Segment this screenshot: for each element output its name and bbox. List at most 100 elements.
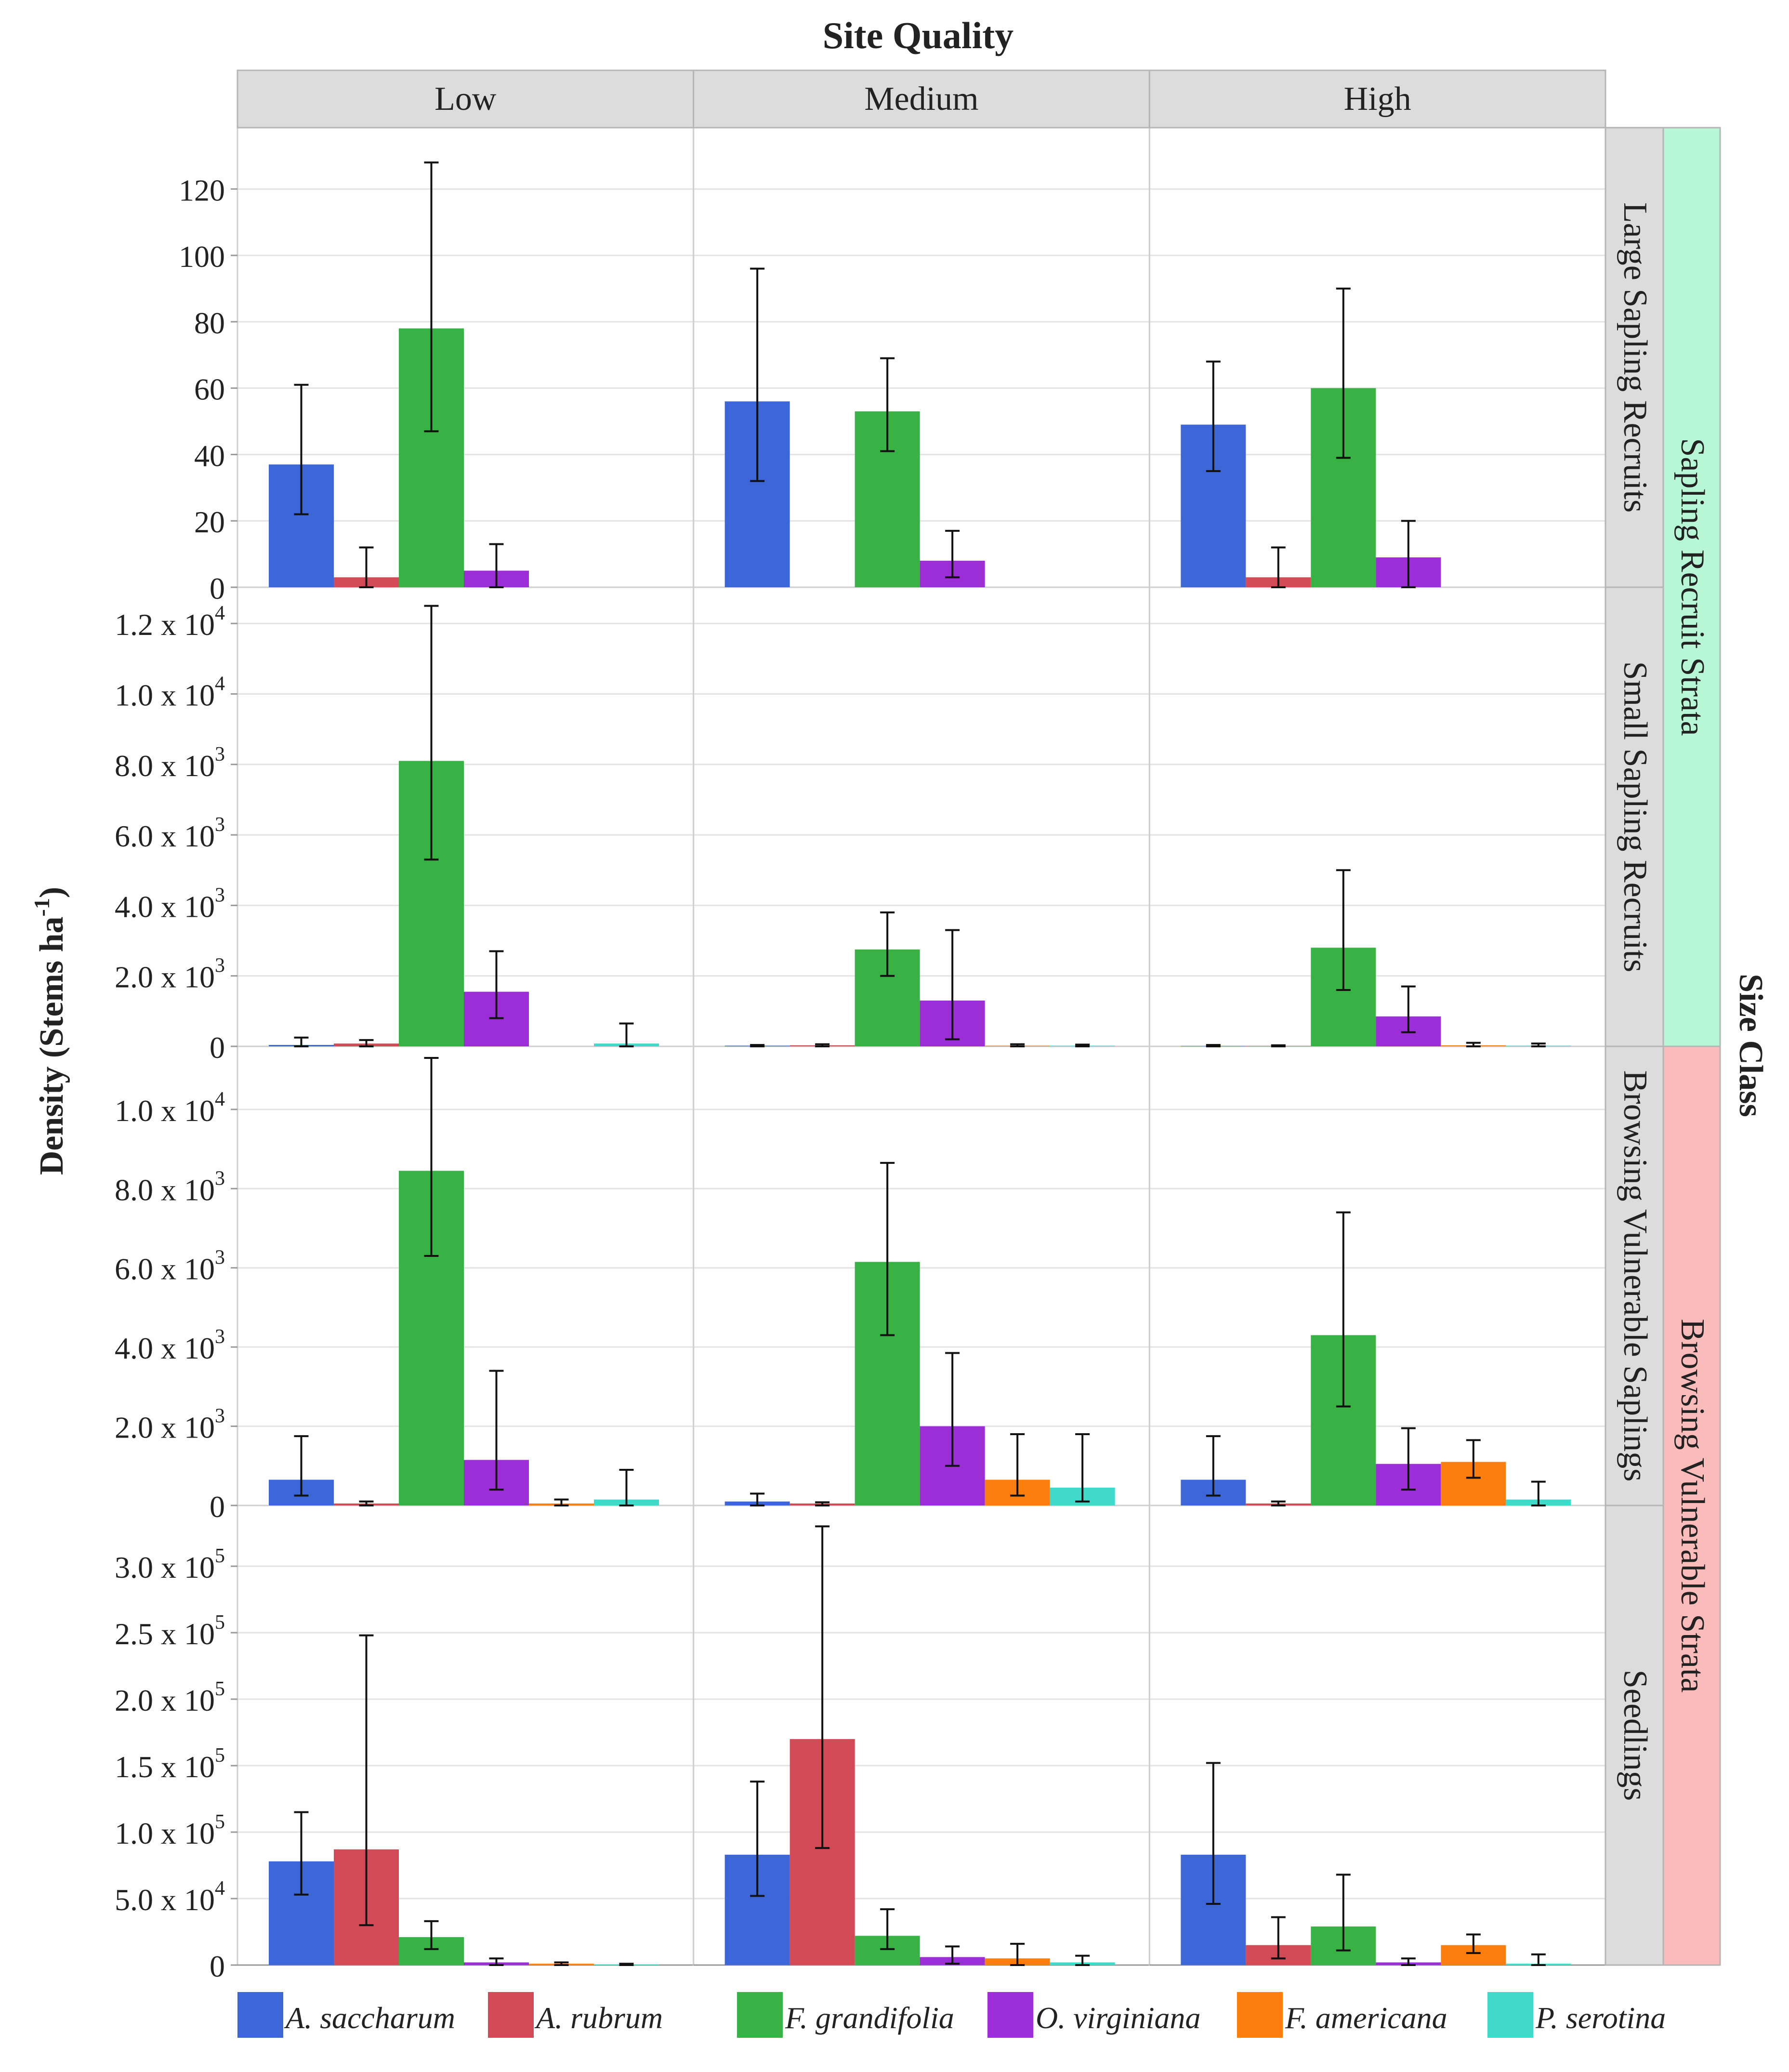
y-tick-mantissa: 2.0 x 10 xyxy=(115,1683,215,1717)
y-tick-mantissa: 8.0 x 10 xyxy=(115,749,215,783)
legend-label: F. grandifolia xyxy=(785,2001,954,2035)
y-tick-label: 20 xyxy=(194,505,225,539)
y-tick-label: 80 xyxy=(194,306,225,340)
y-tick-label: 2.5 x 105 xyxy=(115,1611,225,1651)
y-tick-mantissa: 0 xyxy=(210,571,225,606)
legend-swatch xyxy=(737,1992,783,2038)
y-tick-mantissa: 1.0 x 10 xyxy=(115,1816,215,1850)
legend: A. saccharum A. rubrum F. grandifolia O. vi… xyxy=(237,1992,1666,2038)
y-tick-exponent: 4 xyxy=(215,1877,225,1900)
y-tick-exponent: 3 xyxy=(215,884,225,906)
y-tick-exponent: 3 xyxy=(215,1326,225,1348)
y-tick-mantissa: 100 xyxy=(179,239,225,274)
y-tick-label: 2.0 x 103 xyxy=(115,1405,225,1445)
y-tick-label: 6.0 x 103 xyxy=(115,1247,225,1286)
y-tick-label: 100 xyxy=(179,239,225,274)
y-tick-mantissa: 6.0 x 10 xyxy=(115,1252,215,1286)
legend-item-f-americana: F. americana xyxy=(1237,1992,1447,2038)
y-tick-exponent: 5 xyxy=(215,1611,225,1634)
y-tick-label: 0 xyxy=(210,571,225,606)
y-tick-label: 60 xyxy=(194,372,225,407)
y-axis-label: Density (Stems ha-1) xyxy=(29,887,70,1175)
legend-label: F. americana xyxy=(1285,2001,1447,2035)
row-label-browsing-vulnerable-saplings: Browsing Vulnerable Saplings xyxy=(1617,1070,1654,1482)
y-tick-mantissa: 40 xyxy=(194,438,225,473)
y-tick-label: 5.0 x 104 xyxy=(115,1877,225,1917)
y-tick-mantissa: 2.0 x 10 xyxy=(115,1411,215,1445)
y-tick-exponent: 4 xyxy=(215,673,225,695)
y-tick-mantissa: 80 xyxy=(194,306,225,340)
y-tick-label: 3.0 x 105 xyxy=(115,1545,225,1584)
y-tick-exponent: 5 xyxy=(215,1744,225,1767)
legend-item-f-grandifolia: F. grandifolia xyxy=(737,1992,954,2038)
panel-frame xyxy=(1148,586,1606,1047)
y-tick-exponent: 5 xyxy=(215,1811,225,1833)
y-tick-exponent: 4 xyxy=(215,1088,225,1110)
row-strip-browsing-vulnerable-saplings xyxy=(1605,1045,1664,1506)
strata-label-sapling-recruit-strata: Sapling Recruit Strata xyxy=(1674,438,1711,736)
legend-label: P. serotina xyxy=(1535,2001,1666,2035)
y-tick-exponent: 3 xyxy=(215,1167,225,1189)
y-tick-mantissa: 4.0 x 10 xyxy=(115,1331,215,1365)
row-label-small-sapling-recruits: Small Sapling Recruits xyxy=(1617,661,1654,973)
legend-label: A. saccharum xyxy=(284,2001,455,2035)
y-tick-label: 0 xyxy=(210,1949,225,1983)
y-tick-mantissa: 120 xyxy=(179,173,225,207)
y-tick-exponent: 3 xyxy=(215,1247,225,1269)
y-axis-label-exponent: -1 xyxy=(29,898,54,916)
legend-swatch xyxy=(1237,1992,1283,2038)
y-tick-label: 8.0 x 103 xyxy=(115,1167,225,1207)
legend-item-o-virginiana: O. virginiana xyxy=(987,1992,1201,2038)
y-tick-label: 8.0 x 103 xyxy=(115,743,225,783)
y-tick-label: 2.0 x 103 xyxy=(115,955,225,994)
legend-swatch xyxy=(488,1992,534,2038)
panel-frame xyxy=(693,586,1150,1047)
strata-label-browsing-vulnerable-strata: Browsing Vulnerable Strata xyxy=(1674,1319,1711,1692)
y-tick-exponent: 3 xyxy=(215,1405,225,1427)
column-strip-medium xyxy=(693,69,1150,129)
legend-item-a-saccharum: A. saccharum xyxy=(237,1992,455,2038)
y-tick-mantissa: 8.0 x 10 xyxy=(115,1173,215,1207)
column-strip-high xyxy=(1148,69,1606,129)
y-tick-exponent: 5 xyxy=(215,1678,225,1700)
y-tick-label: 0 xyxy=(210,1490,225,1524)
y-tick-label: 120 xyxy=(179,173,225,207)
y-tick-mantissa: 0 xyxy=(210,1490,225,1524)
y-tick-mantissa: 0 xyxy=(210,1030,225,1065)
legend-item-a-rubrum: A. rubrum xyxy=(488,1992,663,2038)
column-label-high: High xyxy=(1344,80,1411,118)
y-tick-mantissa: 1.2 x 10 xyxy=(115,607,215,642)
row-label-seedlings: Seedlings xyxy=(1617,1670,1654,1801)
y-tick-mantissa: 4.0 x 10 xyxy=(115,889,215,924)
y-tick-mantissa: 5.0 x 10 xyxy=(115,1883,215,1917)
legend-label: O. virginiana xyxy=(1036,2001,1201,2035)
y-tick-exponent: 5 xyxy=(215,1545,225,1567)
y-tick-mantissa: 1.0 x 10 xyxy=(115,678,215,713)
legend-swatch xyxy=(987,1992,1033,2038)
y-tick-mantissa: 60 xyxy=(194,372,225,407)
y-tick-label: 4.0 x 103 xyxy=(115,1326,225,1365)
row-label-large-sapling-recruits: Large Sapling Recruits xyxy=(1617,202,1654,513)
legend-swatch xyxy=(1487,1992,1533,2038)
size-class-label: Size Class xyxy=(1732,974,1769,1117)
y-tick-label: 2.0 x 105 xyxy=(115,1678,225,1717)
y-tick-exponent: 3 xyxy=(215,743,225,765)
strata-strip-sapling-recruit-strata xyxy=(1662,127,1721,1047)
y-tick-exponent: 3 xyxy=(215,955,225,977)
y-axis-label-close: ) xyxy=(33,887,70,898)
legend-swatch xyxy=(237,1992,283,2038)
strips-layer: Low Medium High Large Sapling Recruits Small… xyxy=(237,69,1721,1966)
y-tick-mantissa: 0 xyxy=(210,1949,225,1983)
y-tick-mantissa: 1.5 x 10 xyxy=(115,1750,215,1784)
strata-strip-browsing-vulnerable-strata xyxy=(1662,1045,1721,1966)
y-tick-label: 1.0 x 105 xyxy=(115,1811,225,1850)
legend-label: A. rubrum xyxy=(534,2001,663,2035)
y-tick-label: 0 xyxy=(210,1030,225,1065)
y-tick-label: 1.5 x 105 xyxy=(115,1744,225,1784)
y-tick-exponent: 4 xyxy=(215,602,225,624)
y-tick-label: 1.2 x 104 xyxy=(115,602,225,642)
row-strip-small-sapling-recruits xyxy=(1605,586,1664,1047)
column-label-medium: Medium xyxy=(864,80,978,118)
